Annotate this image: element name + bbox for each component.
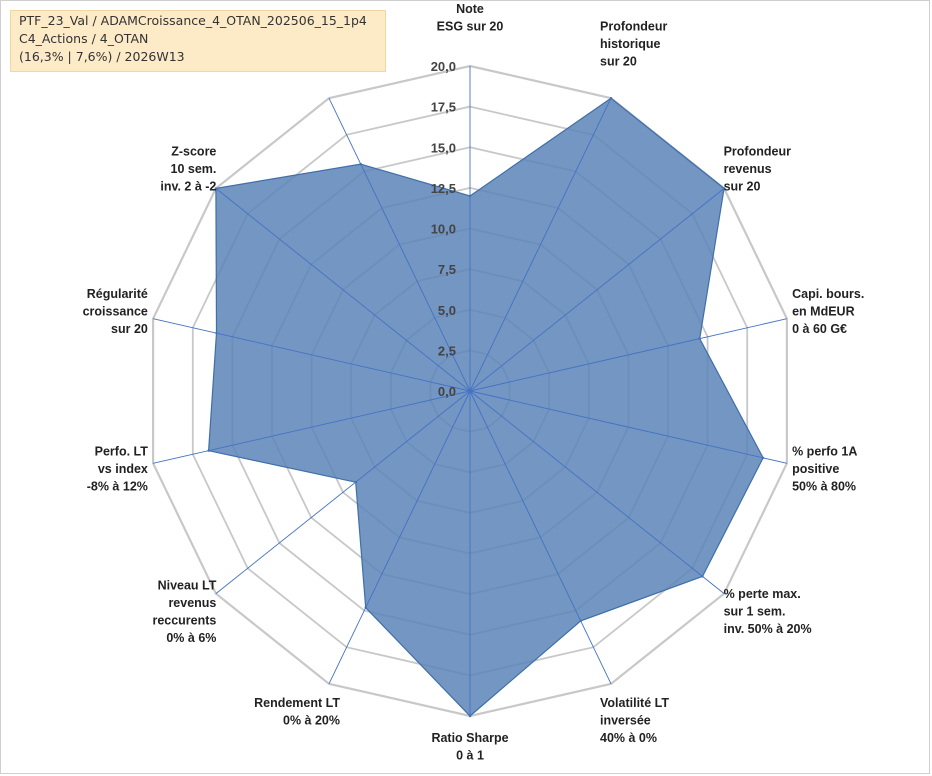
axis-label: Régularité croissance sur 20 [83,287,148,336]
axis-label-line: reccurents [152,613,216,627]
axis-label-line: inv. 50% à 20% [724,622,812,636]
axis-spoke [328,390,471,684]
tick-label: 7,5 [438,262,456,277]
axis-label-line: croissance [83,304,148,318]
axis-label-line: inv. 2 à -2 [160,179,216,193]
axis-spoke [469,390,725,594]
axis-label-line: inversée [600,713,651,727]
portfolio-category: C4_Actions / 4_OTAN [19,31,149,46]
axis-label-line: Volatilité LT [600,696,669,710]
radial-tick-labels: 0,0 2,5 5,0 7,5 10,0 12,5 15,0 17,5 20,0 [431,59,456,399]
radar-series [207,97,765,718]
axis-label: Note ESG sur 20 [437,2,504,34]
axis-label-line: 10 sem. [171,162,217,176]
axis-label-line: sur 20 [111,322,148,336]
axis-label-line: Régularité [87,287,148,301]
tick-label: 20,0 [431,59,456,74]
tick-label: 12,5 [431,181,456,196]
axis-label: Volatilité LT inversée 40% à 0% [600,696,669,745]
axis-label-line: 0% à 20% [283,713,340,727]
axis-label-line: Z-score [171,144,216,158]
axis-spoke [152,318,471,392]
axis-labels: Note ESG sur 20 Profondeur historique sur 20… [83,2,865,763]
axis-label-line: Profondeur [724,144,791,158]
axis-label: Z-score 10 sem. inv. 2 à -2 [160,144,216,193]
axis-spoke [469,318,788,392]
axis-label: Perfo. LT vs index -8% à 12% [87,445,149,494]
axis-label: Niveau LT revenus reccurents 0% à 6% [152,578,216,645]
axis-label-line: Perfo. LT [95,445,149,459]
axis-label-line: Note [456,2,484,16]
tick-label: 0,0 [438,384,456,399]
portfolio-performance: (16,3% | 7,6%) / 2026W13 [19,49,185,64]
tick-label: 15,0 [431,140,456,155]
tick-label: 5,0 [438,303,456,318]
axis-label-line: Ratio Sharpe [431,731,508,745]
axis-label-line: vs index [98,462,148,476]
axis-label-line: Capi. bours. [792,287,864,301]
axis-label-line: sur 1 sem. [724,605,786,619]
axis-spoke [469,390,612,684]
series-area [207,97,764,717]
tick-label: 17,5 [431,100,456,115]
axis-spoke [469,188,725,392]
axis-label-line: % perte max. [724,587,801,601]
axis-label: Profondeur historique sur 20 [600,20,667,69]
axis-label-line: % perfo 1A [792,445,857,459]
axis-label-line: -8% à 12% [87,480,148,494]
axis-label-line: Niveau LT [158,578,217,592]
axis-label-line: revenus [168,596,216,610]
tick-label: 2,5 [438,343,456,358]
axis-label-line: 0% à 6% [166,631,216,645]
axis-label-line: revenus [724,162,772,176]
axis-spoke [215,390,471,594]
axis-label: Capi. bours. en MdEUR 0 à 60 G€ [792,287,864,336]
axis-label: % perfo 1A positive 50% à 80% [792,445,857,494]
axis-label: Rendement LT 0% à 20% [254,696,340,728]
radar-spokes [152,66,788,716]
axis-spoke [215,188,471,392]
axis-spoke [328,98,471,392]
portfolio-name: PTF_23_Val / ADAMCroissance_4_OTAN_20250… [19,13,367,28]
axis-label-line: 0 à 60 G€ [792,322,847,336]
axis-label-line: 0 à 1 [456,749,484,763]
axis-spoke [469,98,612,392]
axis-label: Profondeur revenus sur 20 [724,144,791,193]
axis-label: % perte max. sur 1 sem. inv. 50% à 20% [724,587,812,636]
axis-label-line: en MdEUR [792,304,855,318]
axis-label: Ratio Sharpe 0 à 1 [431,731,508,763]
axis-label-line: sur 20 [600,55,637,69]
portfolio-info-box: PTF_23_Val / ADAMCroissance_4_OTAN_20250… [10,10,386,72]
axis-spoke [152,390,471,464]
axis-label-line: Profondeur [600,20,667,34]
axis-label-line: historique [600,37,660,51]
axis-spoke [469,390,788,464]
tick-label: 10,0 [431,222,456,237]
axis-label-line: ESG sur 20 [437,20,504,34]
axis-label-line: positive [792,462,839,476]
axis-label-line: 50% à 80% [792,480,856,494]
axis-label-line: sur 20 [724,179,761,193]
axis-label-line: 40% à 0% [600,731,657,745]
axis-label-line: Rendement LT [254,696,340,710]
